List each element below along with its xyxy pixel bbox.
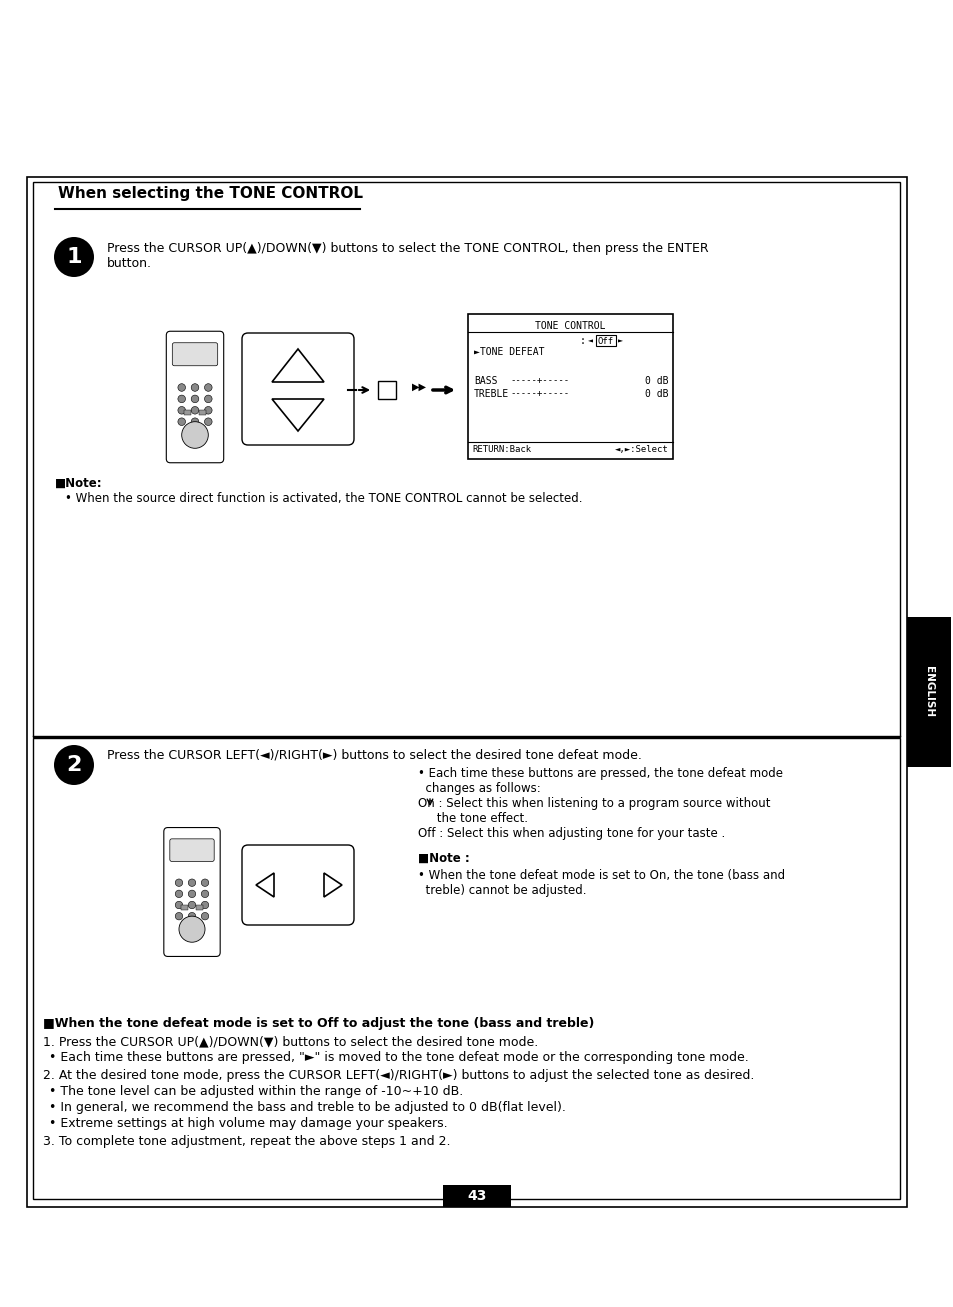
Text: 1: 1 [66, 247, 82, 267]
Circle shape [191, 418, 198, 426]
Text: :: : [579, 336, 585, 346]
Text: RETURN:Back: RETURN:Back [472, 444, 531, 454]
Text: the tone effect.: the tone effect. [417, 812, 527, 825]
Text: Off : Select this when adjusting tone for your taste .: Off : Select this when adjusting tone fo… [417, 827, 724, 840]
Text: 2. At the desired tone mode, press the CURSOR LEFT(◄)/RIGHT(►) buttons to adjust: 2. At the desired tone mode, press the C… [43, 1069, 754, 1082]
Text: Press the CURSOR UP(▲)/DOWN(▼) buttons to select the TONE CONTROL, then press th: Press the CURSOR UP(▲)/DOWN(▼) buttons t… [107, 242, 708, 255]
Text: ◄: ◄ [587, 336, 593, 345]
Circle shape [188, 902, 195, 908]
Circle shape [175, 890, 183, 898]
Text: • When the source direct function is activated, the TONE CONTROL cannot be selec: • When the source direct function is act… [65, 491, 582, 505]
Circle shape [179, 916, 205, 942]
Text: Off: Off [598, 336, 614, 345]
Text: treble) cannot be adjusted.: treble) cannot be adjusted. [417, 884, 586, 897]
Text: BASS: BASS [474, 376, 497, 386]
Circle shape [191, 395, 198, 403]
Text: ►TONE DEFEAT: ►TONE DEFEAT [474, 346, 544, 357]
Text: changes as follows:: changes as follows: [417, 782, 540, 795]
Circle shape [175, 912, 183, 920]
Polygon shape [272, 349, 324, 382]
Bar [183, 410, 191, 416]
Text: On : Select this when listening to a program source without: On : Select this when listening to a pro… [417, 797, 770, 810]
Circle shape [201, 890, 209, 898]
Circle shape [188, 880, 195, 886]
Text: ■When the tone defeat mode is set to Off to adjust the tone (bass and treble): ■When the tone defeat mode is set to Off… [43, 1017, 594, 1030]
Bar [468, 314, 672, 459]
FancyBboxPatch shape [242, 333, 354, 444]
Text: ■Note:: ■Note: [55, 477, 103, 490]
Circle shape [175, 880, 183, 886]
FancyBboxPatch shape [172, 342, 217, 366]
Circle shape [188, 890, 195, 898]
Text: • Each time these buttons are pressed, "►" is moved to the tone defeat mode or t: • Each time these buttons are pressed, "… [49, 1051, 748, 1064]
Bar [195, 904, 203, 910]
Circle shape [191, 384, 198, 391]
Circle shape [201, 912, 209, 920]
Circle shape [204, 406, 212, 414]
Circle shape [54, 745, 94, 786]
FancyBboxPatch shape [242, 846, 354, 925]
Bar [906, 617, 950, 767]
Polygon shape [324, 873, 341, 897]
Bar [27, 176, 906, 1206]
FancyBboxPatch shape [166, 331, 223, 463]
FancyBboxPatch shape [170, 839, 214, 861]
Bar [377, 382, 395, 399]
Circle shape [201, 902, 209, 908]
Text: 2: 2 [67, 755, 82, 775]
Text: • The tone level can be adjusted within the range of -10~+10 dB.: • The tone level can be adjusted within … [49, 1085, 463, 1098]
Text: button.: button. [107, 257, 152, 271]
Bar [596, 335, 616, 346]
Text: 0 dB: 0 dB [645, 376, 668, 386]
Text: ◄,►:Select: ◄,►:Select [615, 444, 668, 454]
Circle shape [177, 418, 185, 426]
Text: • Each time these buttons are pressed, the tone defeat mode: • Each time these buttons are pressed, t… [417, 767, 782, 780]
Text: -----+-----: -----+----- [510, 376, 569, 386]
Bar [198, 410, 206, 416]
Text: ▶▶: ▶▶ [412, 382, 427, 392]
Bar [181, 904, 188, 910]
Text: 0 dB: 0 dB [645, 389, 668, 399]
Circle shape [201, 880, 209, 886]
Text: • Extreme settings at high volume may damage your speakers.: • Extreme settings at high volume may da… [49, 1117, 447, 1131]
Circle shape [191, 406, 198, 414]
Circle shape [177, 406, 185, 414]
Text: Press the CURSOR LEFT(◄)/RIGHT(►) buttons to select the desired tone defeat mode: Press the CURSOR LEFT(◄)/RIGHT(►) button… [107, 749, 641, 762]
Text: TONE CONTROL: TONE CONTROL [535, 322, 605, 331]
Text: 43: 43 [467, 1189, 486, 1202]
Circle shape [175, 902, 183, 908]
Polygon shape [255, 873, 274, 897]
Text: • In general, we recommend the bass and treble to be adjusted to 0 dB(flat level: • In general, we recommend the bass and … [49, 1100, 565, 1114]
Text: -----+-----: -----+----- [510, 389, 569, 399]
Text: When selecting the TONE CONTROL: When selecting the TONE CONTROL [58, 186, 363, 201]
Text: • When the tone defeat mode is set to On, the tone (bass and: • When the tone defeat mode is set to On… [417, 869, 784, 882]
Text: ■Note :: ■Note : [417, 852, 469, 865]
Text: ENGLISH: ENGLISH [923, 667, 933, 718]
Circle shape [204, 395, 212, 403]
Bar [442, 1185, 511, 1206]
Text: TREBLE: TREBLE [474, 389, 509, 399]
Circle shape [54, 237, 94, 277]
Circle shape [181, 422, 208, 448]
Bar [33, 738, 899, 1199]
Circle shape [204, 418, 212, 426]
FancyBboxPatch shape [164, 827, 220, 957]
Text: 1. Press the CURSOR UP(▲)/DOWN(▼) buttons to select the desired tone mode.: 1. Press the CURSOR UP(▲)/DOWN(▼) button… [43, 1035, 537, 1048]
Circle shape [177, 395, 185, 403]
Bar [33, 182, 899, 737]
Circle shape [204, 384, 212, 391]
Text: 3. To complete tone adjustment, repeat the above steps 1 and 2.: 3. To complete tone adjustment, repeat t… [43, 1134, 450, 1148]
Polygon shape [272, 399, 324, 431]
Circle shape [177, 384, 185, 391]
Text: ►: ► [618, 336, 622, 345]
Circle shape [188, 912, 195, 920]
